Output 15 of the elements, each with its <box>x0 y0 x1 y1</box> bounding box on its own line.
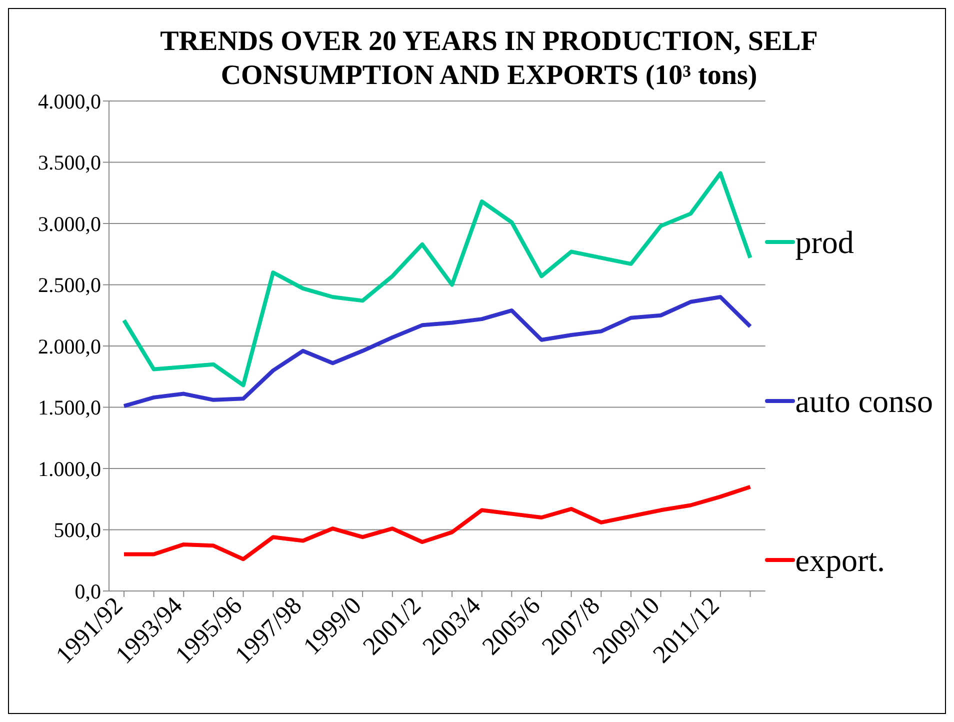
y-tick-label: 3.500,0 <box>38 150 101 175</box>
y-tick-label: 2.000,0 <box>38 334 101 358</box>
legend-label: export. <box>795 542 885 578</box>
line-series <box>122 295 752 408</box>
y-tick-label: 4.000,0 <box>38 89 101 114</box>
line-series <box>122 171 752 388</box>
y-tick-label: 1.000,0 <box>38 456 101 481</box>
legend-label: auto conso <box>795 382 933 420</box>
y-tick-label: 500,0 <box>54 518 101 542</box>
legend-label: prod <box>795 224 854 260</box>
y-tick-label: 1.500,0 <box>38 396 101 420</box>
line-series <box>122 484 752 562</box>
y-tick-label: 2.500,0 <box>38 273 101 298</box>
y-tick-label: 3.000,0 <box>38 212 101 236</box>
chart-title: TRENDS OVER 20 YEARS IN PRODUCTION, SELF CONSUMPTION AND EXPORTS (10³ tons) <box>159 25 819 93</box>
